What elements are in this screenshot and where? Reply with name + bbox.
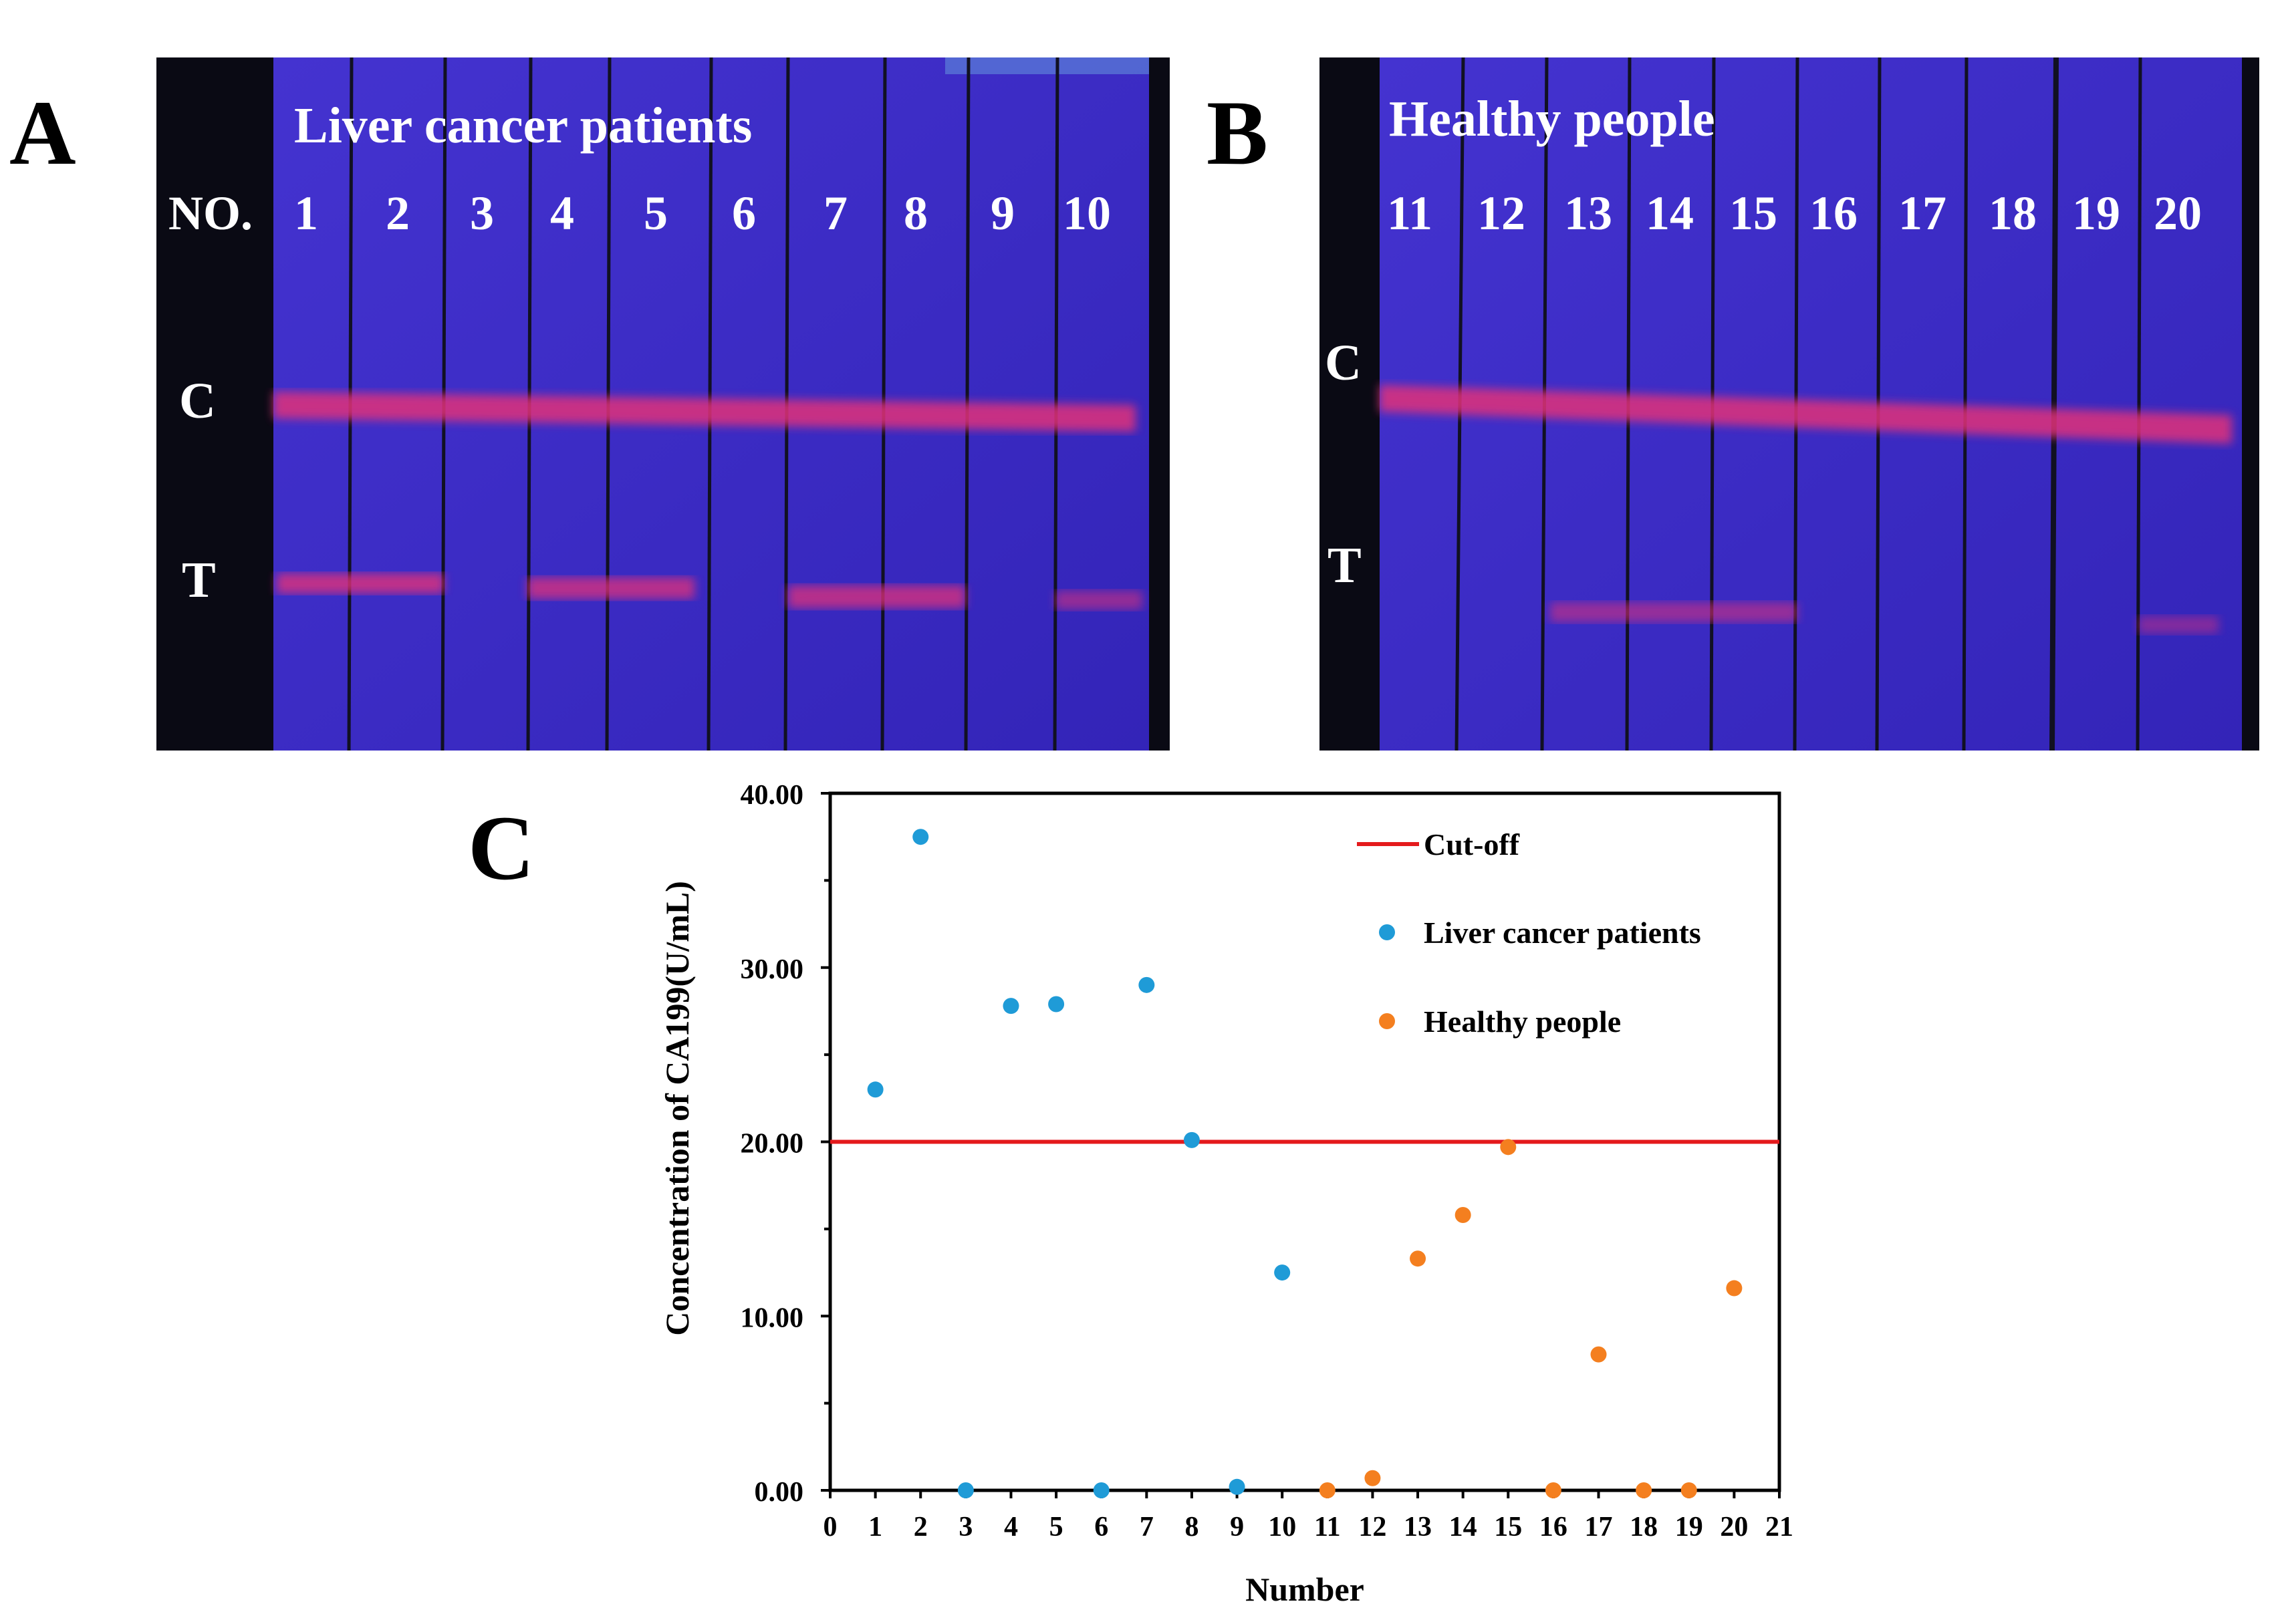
x-tick-label: 21 xyxy=(1765,1512,1793,1542)
healthy-point-20 xyxy=(1726,1280,1743,1297)
panel-b-lane-12: 12 xyxy=(1477,186,1525,240)
control-band xyxy=(273,392,1136,432)
liver-point-10 xyxy=(1274,1264,1291,1281)
x-axis-title: Number xyxy=(1245,1571,1364,1608)
liver-point-6 xyxy=(1093,1482,1110,1498)
x-tick-label: 8 xyxy=(1184,1512,1198,1542)
y-tick-label: 10.00 xyxy=(741,1303,804,1333)
x-tick-label: 9 xyxy=(1230,1512,1244,1542)
healthy-point-13 xyxy=(1410,1250,1426,1267)
panel-b-lane-16: 16 xyxy=(1809,186,1858,240)
liver-point-4 xyxy=(1003,998,1019,1014)
test-band-1-2 xyxy=(277,573,444,593)
x-tick-label: 11 xyxy=(1314,1512,1341,1542)
panel-b-lane-19: 19 xyxy=(2072,186,2120,240)
healthy-point-12 xyxy=(1364,1470,1381,1486)
x-tick-label: 0 xyxy=(824,1512,838,1542)
panel-a-lane-7: 7 xyxy=(824,186,848,240)
x-tick-label: 1 xyxy=(868,1512,882,1542)
strip-top-glare xyxy=(945,57,1149,74)
panel-b-lane-14: 14 xyxy=(1646,186,1694,240)
liver-point-5 xyxy=(1048,996,1065,1012)
healthy-point-17 xyxy=(1590,1346,1607,1363)
healthy-point-11 xyxy=(1319,1482,1336,1498)
panel-a-lane-4: 4 xyxy=(550,186,574,240)
legend-healthy-label: Healthy people xyxy=(1424,1004,1621,1039)
panel-a-lane-1: 1 xyxy=(294,186,318,240)
panel-a-lane-8: 8 xyxy=(904,186,928,240)
panel-b-c-label: C xyxy=(1325,335,1362,391)
x-tick-label: 6 xyxy=(1094,1512,1108,1542)
liver-point-9 xyxy=(1229,1478,1245,1495)
panel-b-letter: B xyxy=(1207,82,1269,184)
x-tick-label: 14 xyxy=(1449,1512,1477,1542)
y-tick-label: 40.00 xyxy=(741,780,804,811)
y-tick-label: 0.00 xyxy=(755,1477,804,1508)
legend-liver-swatch xyxy=(1379,924,1395,940)
panel-a-strip-image xyxy=(156,57,1170,751)
y-tick-label: 20.00 xyxy=(741,1129,804,1160)
panel-b-lane-13: 13 xyxy=(1564,186,1612,240)
legend-cutoff-label: Cut-off xyxy=(1424,827,1520,861)
panel-a-lane-10: 10 xyxy=(1063,186,1111,240)
y-axis-title: Concentration of CA199(U/mL) xyxy=(658,881,696,1335)
x-tick-label: 19 xyxy=(1675,1512,1703,1542)
x-tick-label: 10 xyxy=(1268,1512,1296,1542)
liver-point-8 xyxy=(1183,1131,1200,1148)
panel-c-letter: C xyxy=(468,797,535,899)
x-tick-label: 20 xyxy=(1720,1512,1748,1542)
panel-a-lane-2: 2 xyxy=(386,186,410,240)
panel-a-no-label: NO. xyxy=(168,186,253,240)
panel-a-strip-photo xyxy=(156,57,1170,751)
panel-a-title: Liver cancer patients xyxy=(294,98,753,154)
panel-b-lane-11: 11 xyxy=(1387,186,1433,240)
panel-b-strip-image xyxy=(1319,57,2259,751)
x-tick-label: 16 xyxy=(1539,1512,1567,1542)
panel-b-lane-20: 20 xyxy=(2154,186,2202,240)
legend-healthy-swatch xyxy=(1379,1013,1395,1029)
panel-a-lane-5: 5 xyxy=(644,186,668,240)
panel-a-t-label: T xyxy=(182,552,216,608)
panel-b-lane-18: 18 xyxy=(1989,186,2037,240)
panel-b-title: Healthy people xyxy=(1389,91,1715,147)
x-tick-label: 17 xyxy=(1585,1512,1613,1542)
x-tick-label: 12 xyxy=(1358,1512,1386,1542)
panel-a-c-label: C xyxy=(179,373,216,429)
test-band-7-8 xyxy=(788,585,965,608)
panel-a-lane-3: 3 xyxy=(470,186,494,240)
healthy-point-16 xyxy=(1545,1482,1561,1498)
x-tick-label: 15 xyxy=(1494,1512,1522,1542)
healthy-point-14 xyxy=(1454,1207,1471,1224)
panel-a-lane-6: 6 xyxy=(732,186,756,240)
healthy-point-18 xyxy=(1636,1482,1652,1498)
x-tick-label: 2 xyxy=(914,1512,928,1542)
control-band xyxy=(1380,385,2232,444)
panel-b-lane-15: 15 xyxy=(1729,186,1777,240)
x-tick-label: 18 xyxy=(1630,1512,1658,1542)
panel-a-lane-9: 9 xyxy=(991,186,1015,240)
panel-b-lane-17: 17 xyxy=(1898,186,1946,240)
test-band-10 xyxy=(1055,591,1142,610)
x-tick-label: 5 xyxy=(1049,1512,1063,1542)
healthy-point-15 xyxy=(1500,1139,1517,1156)
liver-point-2 xyxy=(912,829,929,845)
liver-point-3 xyxy=(957,1482,974,1498)
liver-point-1 xyxy=(867,1081,884,1098)
x-tick-label: 7 xyxy=(1140,1512,1154,1542)
test-band-13-15 xyxy=(1550,602,1797,622)
panel-b-t-label: T xyxy=(1327,537,1362,593)
healthy-point-19 xyxy=(1680,1482,1697,1498)
legend-liver-label: Liver cancer patients xyxy=(1424,916,1701,950)
test-band-20 xyxy=(2138,616,2219,634)
x-tick-label: 4 xyxy=(1004,1512,1018,1542)
test-band-4-5 xyxy=(527,577,694,599)
x-tick-label: 3 xyxy=(959,1512,973,1542)
x-tick-label: 13 xyxy=(1404,1512,1432,1542)
liver-point-7 xyxy=(1138,976,1155,993)
panel-b-strip-photo xyxy=(1319,57,2259,751)
y-tick-label: 30.00 xyxy=(741,954,804,985)
panel-a-letter: A xyxy=(9,82,76,184)
